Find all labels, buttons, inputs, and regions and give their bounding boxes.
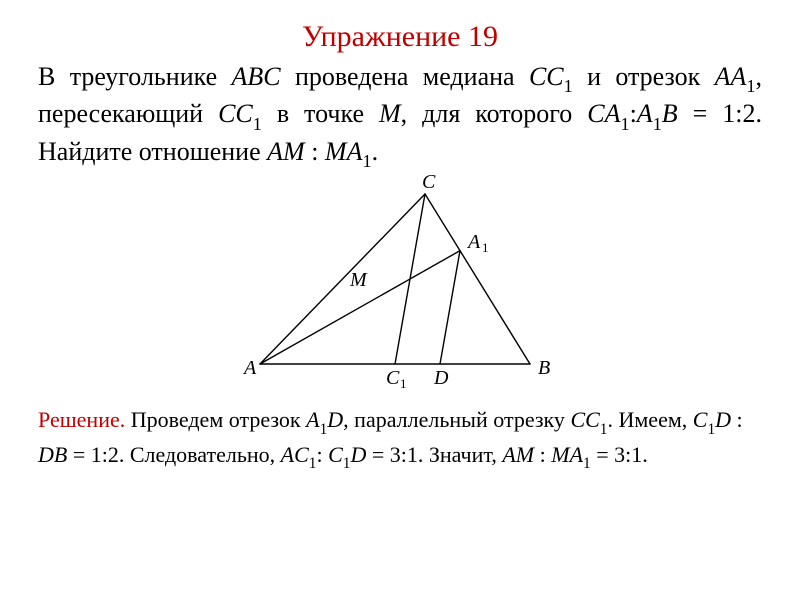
svg-text:M: M xyxy=(349,269,368,291)
svg-text:C: C xyxy=(422,174,436,193)
triangle-diagram: ABCC1A1MD xyxy=(38,174,762,399)
svg-text:A: A xyxy=(242,357,257,379)
solution-text: Решение. Проведем отрезок A1D, параллель… xyxy=(38,405,762,473)
problem-statement: В треугольнике ABC проведена медиана CC1… xyxy=(38,60,762,172)
svg-text:1: 1 xyxy=(400,376,407,391)
svg-text:1: 1 xyxy=(482,240,489,255)
svg-text:C: C xyxy=(386,367,400,389)
solution-label: Решение. xyxy=(38,407,125,432)
svg-text:B: B xyxy=(538,357,550,379)
svg-text:A: A xyxy=(466,231,481,253)
exercise-title: Упражнение 19 xyxy=(38,20,762,54)
solution-body: Проведем отрезок A1D, параллельный отрез… xyxy=(38,407,743,466)
svg-text:D: D xyxy=(433,367,449,389)
